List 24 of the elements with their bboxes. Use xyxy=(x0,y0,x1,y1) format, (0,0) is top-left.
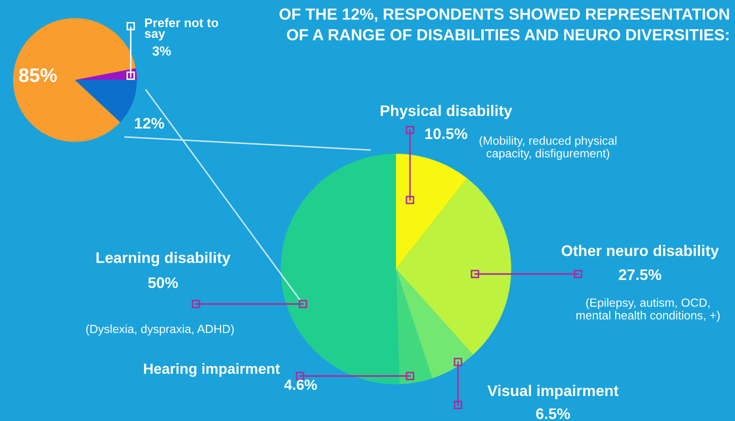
data-label: 50% xyxy=(148,277,178,288)
slice-label: Visual impairment xyxy=(487,384,618,400)
pie-slice xyxy=(396,154,468,269)
data-label: 3% xyxy=(152,46,171,56)
chart-title: OF THE 12%, RESPONDENTS SHOWED REPRESENTATION OF A RANGE OF DISABILITIES AND NEURO DIVERSITIES: xyxy=(280,8,729,40)
pie-slice xyxy=(396,178,512,355)
data-label: 4.6% xyxy=(284,380,317,390)
data-label: 6.5% xyxy=(536,408,570,420)
text: (Dyslexia, dyspraxia, ADHD) xyxy=(86,324,234,336)
data-label: 10.5% xyxy=(425,128,468,140)
slice-label: Physical disability xyxy=(380,104,512,120)
data-label: 27.5% xyxy=(618,269,662,280)
pie-slice xyxy=(396,269,474,378)
pie-slice xyxy=(75,80,137,122)
pie-slice xyxy=(396,269,432,384)
data-label: 12% xyxy=(134,118,164,129)
slice-label: Hearing impairment xyxy=(144,363,280,377)
text: (Mobility, reduced physical capacity, disfigurement) xyxy=(480,136,616,160)
slice-label: Learning disability xyxy=(96,252,230,266)
pie-slice xyxy=(13,18,136,142)
slice-label: Prefer not to say xyxy=(144,18,218,40)
data-label: 85% xyxy=(19,68,57,82)
slice-label: Other neuro disability xyxy=(562,244,719,260)
text: (Epilepsy, autism, OCD, mental health conditions, +) xyxy=(576,298,720,322)
